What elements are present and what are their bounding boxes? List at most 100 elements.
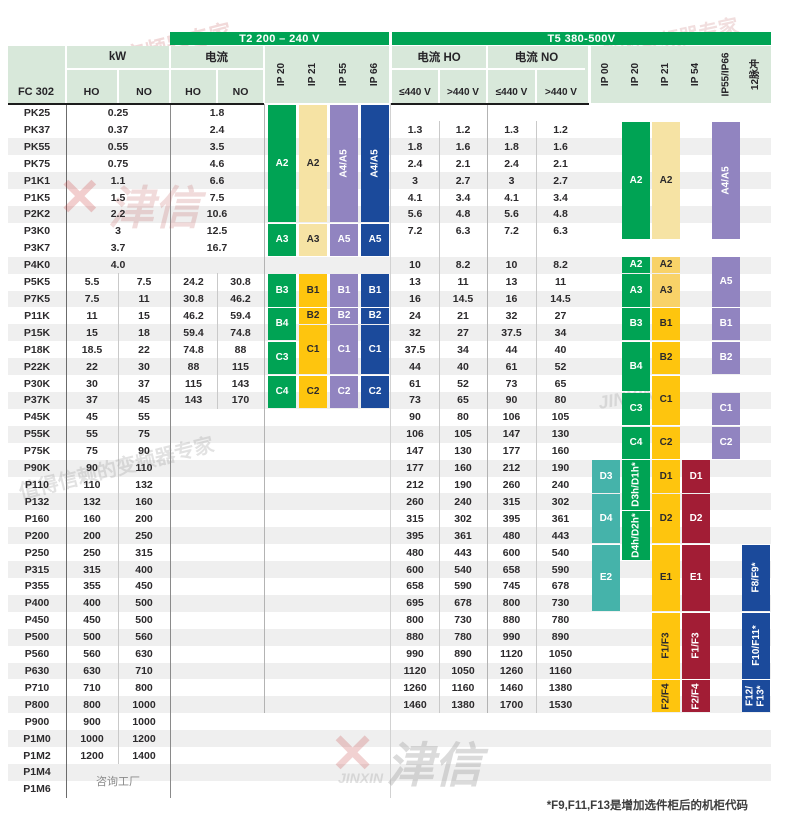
model-cell: P22K: [23, 360, 51, 373]
t5-current-cell: 4.1: [407, 191, 423, 204]
row-stripe: [8, 324, 771, 342]
t2-current-no-cell: 59.4: [230, 309, 251, 322]
model-cell: PK75: [23, 157, 51, 170]
kw-ho-cell: 560: [83, 648, 101, 661]
model-cell: P2K2: [23, 208, 51, 221]
frame-block-B2: B2: [361, 308, 389, 324]
t2-current-cell: 16.7: [206, 242, 228, 255]
frame-block-F2-F4: F2/F4: [682, 680, 710, 713]
frame-block-D1: D1: [682, 460, 710, 493]
frame-block-D1: D1: [652, 460, 680, 493]
frame-block-D2: D2: [682, 494, 710, 544]
kw-no-cell: 630: [135, 648, 153, 661]
t5-current-cell: 780: [551, 614, 570, 627]
frame-block-C1: C1: [712, 392, 740, 425]
model-cell: P3K0: [23, 225, 51, 238]
model-cell: P4K0: [23, 259, 51, 272]
t5-current-cell: 302: [551, 495, 570, 508]
t5-current-cell: 1.2: [455, 123, 471, 136]
t5-current-cell: 730: [454, 614, 472, 627]
frame-block-E1: E1: [682, 544, 710, 611]
t5-current-cell: 16: [505, 292, 518, 305]
t5-current-cell: 130: [454, 445, 472, 458]
t2-current-ho-cell: 46.2: [183, 309, 204, 322]
t5-current-cell: 1.3: [504, 123, 519, 136]
t5-current-cell: 130: [551, 428, 570, 441]
t5-ho-le440-label: ≤440 V: [399, 86, 431, 98]
column-header-ip-00: IP 00: [600, 62, 612, 87]
t2-current-ho-cell: 59.4: [183, 326, 204, 339]
t5-current-cell: 540: [551, 546, 570, 559]
t5-current-cell: 37.5: [501, 326, 522, 339]
t5-current-cell: 2.4: [504, 157, 519, 170]
t5-current-cell: 10: [505, 259, 518, 272]
kw-ho-cell: 45: [86, 411, 98, 424]
frame-block-C4: C4: [622, 426, 650, 459]
kw-no-cell: 1000: [132, 715, 156, 728]
row-stripe: [8, 730, 771, 748]
t5-current-cell: 14.5: [452, 292, 474, 305]
frame-block-C2: C2: [361, 375, 389, 409]
frame-block-C1: C1: [330, 325, 358, 375]
model-cell: P3K7: [23, 242, 51, 255]
t5-current-cell: 34: [554, 326, 567, 339]
model-cell: P15K: [23, 326, 51, 339]
column-header-ip-20: IP 20: [276, 62, 288, 87]
t5-current-cell: 80: [457, 411, 469, 424]
t5-current-cell: 2.7: [455, 174, 471, 187]
kw-no-cell: 7.5: [136, 276, 152, 289]
column-header-ip55-ip66: IP55/IP66: [720, 52, 732, 97]
kw-ho-cell: 315: [83, 563, 101, 576]
frame-block-B2: B2: [652, 342, 680, 375]
kw-no-label: NO: [136, 86, 152, 98]
t5-current-cell: 745: [502, 580, 521, 593]
t5-current-cell: 678: [454, 597, 472, 610]
frame-block-A4-A5: A4/A5: [361, 105, 389, 223]
frame-block-B3: B3: [622, 308, 650, 341]
t5-current-cell: 24: [409, 309, 421, 322]
t2-current-no-cell: 170: [231, 394, 250, 407]
t5-current-cell: 65: [554, 377, 567, 390]
t5-current-cell: 14.5: [550, 292, 571, 305]
kw-ho-label: HO: [83, 86, 100, 98]
model-cell: P160: [24, 512, 50, 525]
t5-current-cell: 1.3: [407, 123, 423, 136]
t5-current-cell: 315: [406, 512, 424, 525]
header-rule: [391, 103, 589, 105]
header-divider: [169, 46, 171, 103]
frame-code-footnote: *F9,F11,F13是增加选件柜后的机柜代码: [546, 800, 748, 812]
frame-block-B2: B2: [712, 342, 740, 375]
frame-block-C2: C2: [330, 375, 358, 409]
frame-block-C1: C1: [299, 325, 327, 375]
t5-current-cell: 160: [551, 445, 570, 458]
model-cell: P11K: [24, 309, 50, 322]
grid-line: [535, 121, 537, 713]
model-cell: P630: [24, 664, 50, 677]
kw-ho-cell: 630: [83, 664, 101, 677]
t2-current-no-cell: 115: [232, 360, 249, 373]
row-stripe: [8, 138, 771, 156]
model-cell: P315: [24, 563, 50, 576]
kw-no-cell: 75: [138, 428, 150, 441]
t2-current-cell: 10.6: [206, 208, 228, 221]
kw-no-cell: 400: [135, 563, 153, 576]
t5-current-cell: 260: [502, 478, 521, 491]
model-cell: P75K: [23, 445, 51, 458]
t5-current-cell: 52: [554, 360, 567, 373]
t5-current-cell: 480: [406, 546, 424, 559]
model-cell: P1K5: [23, 191, 51, 204]
t5-current-cell: 990: [406, 648, 424, 661]
t2-current-cell: 6.6: [209, 174, 225, 187]
t2-current-cell: 3.5: [209, 140, 225, 153]
frame-block-B1: B1: [330, 274, 358, 307]
t5-current-cell: 1.6: [553, 140, 568, 153]
header-divider: [263, 46, 265, 103]
t2-current-ho-cell: 74.8: [183, 343, 204, 356]
frame-block-F12-F13-: F12/F13*: [742, 680, 770, 713]
frame-block-D3: D3: [592, 460, 620, 493]
header-rule: [8, 103, 264, 105]
kw-no-cell: 560: [135, 631, 153, 644]
t5-current-cell: 3: [412, 174, 418, 187]
frame-block-A3: A3: [652, 274, 680, 307]
frame-block-F10-F11-: F10/F11*: [742, 612, 770, 679]
